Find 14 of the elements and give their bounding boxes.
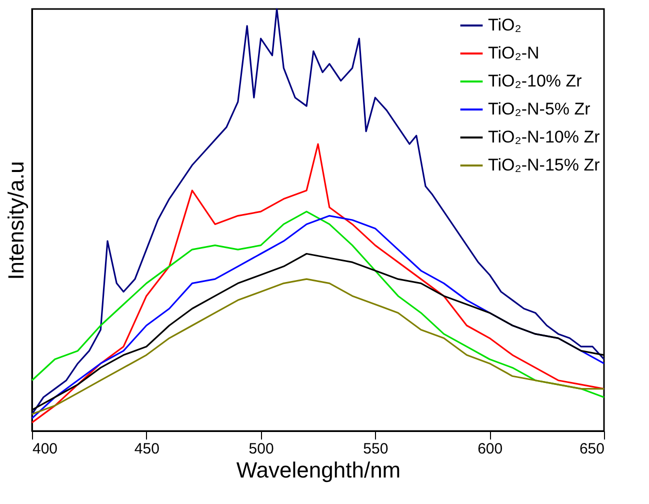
x-axis-title: Wavelenghth/nm xyxy=(236,458,401,482)
x-tick-label: 600 xyxy=(478,440,503,458)
x-tick-label: 400 xyxy=(32,440,58,458)
legend-label: TiO₂-N-10% Zr xyxy=(488,128,600,146)
x-tick-label: 650 xyxy=(579,440,604,458)
x-tick-label: 550 xyxy=(363,440,388,458)
x-tick-label: 500 xyxy=(248,440,274,458)
y-axis-title: Intensity/a.u xyxy=(4,161,28,280)
legend-label: TiO₂-10% Zr xyxy=(488,72,582,90)
legend-label: TiO₂-N-15% Zr xyxy=(488,156,600,174)
legend-label: TiO₂-N xyxy=(488,44,540,62)
legend-label: TiO₂-N-5% Zr xyxy=(488,100,591,118)
x-tick-label: 450 xyxy=(134,440,160,458)
legend-label: TiO₂ xyxy=(488,16,522,34)
